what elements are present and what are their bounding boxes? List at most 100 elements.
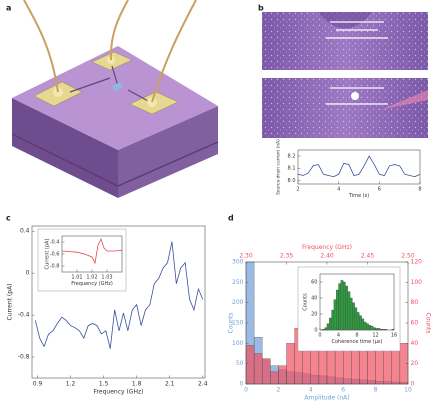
- data-line: [61, 237, 123, 265]
- histogram-bar: [347, 291, 351, 331]
- y2-axis-label: Counts: [425, 313, 432, 334]
- top-tick-label: 2.45: [361, 253, 375, 260]
- y-axis-label: Current (pA): [7, 283, 14, 320]
- histogram-bar: [363, 321, 367, 331]
- histogram-bar: [278, 365, 287, 385]
- histogram-bar: [352, 302, 355, 331]
- left-tick-label: -0.4: [50, 240, 60, 246]
- histogram-bar: [368, 325, 372, 331]
- histogram-bar: [270, 371, 279, 385]
- y-axis-label: Current (pA): [45, 239, 51, 270]
- histogram-bar: [349, 297, 353, 331]
- bottom-tick-label: 10: [404, 387, 412, 394]
- bottom-tick-label: 2.4: [198, 381, 208, 388]
- left-tick-label: 8.2: [288, 154, 296, 160]
- x2-axis-label: Frequency (GHz): [302, 244, 352, 251]
- left-tick-label: -0.8: [18, 354, 30, 361]
- left-tick-label: 250: [232, 279, 244, 286]
- histogram-bar: [338, 283, 341, 331]
- data-line: [297, 155, 421, 178]
- histogram-bar: [361, 318, 365, 331]
- x-axis-label: Frequency (GHz): [94, 388, 144, 395]
- left-tick-label: 0: [314, 328, 317, 334]
- left-tick-label: 60: [311, 280, 317, 286]
- top-tick-label: 2.40: [320, 253, 334, 260]
- left-tick-label: 0: [240, 381, 244, 388]
- histogram-bar: [245, 345, 255, 385]
- right-tick-label: 60: [411, 320, 419, 327]
- histogram-bar: [359, 315, 362, 331]
- bottom-tick-label: 1.02: [86, 275, 97, 281]
- plot-frame: [31, 225, 206, 379]
- bottom-tick-label: 2: [296, 187, 299, 193]
- right-tick-label: 0: [411, 381, 415, 388]
- top-tick-label: 2.30: [239, 253, 253, 260]
- x-axis-label: Amplitude (nA): [304, 394, 349, 401]
- panel-label: d: [228, 214, 234, 223]
- left-tick-label: -0.6: [50, 252, 60, 258]
- histogram-bar: [324, 327, 328, 331]
- left-tick-label: 200: [232, 299, 244, 306]
- left-tick-label: 8.1: [288, 166, 296, 172]
- histogram-bar: [286, 343, 295, 385]
- bottom-tick-label: 2: [276, 387, 280, 394]
- bottom-tick-label: 0: [318, 333, 321, 339]
- histogram-bar: [326, 323, 330, 331]
- histogram-bar: [336, 289, 339, 331]
- bottom-tick-label: 0: [244, 387, 248, 394]
- top-tick-label: 2.50: [401, 253, 415, 260]
- x-axis-label: Time (s): [348, 193, 369, 199]
- histogram-bar: [366, 323, 369, 331]
- histogram-bar: [333, 299, 337, 331]
- right-tick-label: 120: [411, 259, 423, 266]
- left-tick-label: 300: [232, 259, 244, 266]
- left-tick-label: 150: [232, 320, 244, 327]
- histogram-bar: [345, 285, 348, 331]
- histogram-bar: [370, 325, 374, 331]
- bottom-tick-label: 2.1: [165, 381, 175, 388]
- left-tick-label: 100: [232, 340, 244, 347]
- histogram-bar: [340, 280, 344, 331]
- bottom-tick-label: 1.2: [66, 381, 76, 388]
- bottom-tick-label: 4: [309, 387, 313, 394]
- data-line: [34, 241, 204, 349]
- histogram-bar: [373, 327, 376, 331]
- device-illustration: [11, 0, 219, 198]
- bottom-tick-label: 1.03: [101, 275, 112, 281]
- bottom-tick-label: 4: [337, 333, 340, 339]
- right-tick-label: 40: [411, 340, 419, 347]
- x-axis-label: Coherence time (µs): [332, 339, 383, 345]
- plot-frame: [297, 149, 421, 185]
- histogram-bar: [331, 309, 335, 331]
- bottom-tick-label: 0.9: [33, 381, 43, 388]
- inset-background: [37, 228, 127, 292]
- bottom-tick-label: 1.5: [99, 381, 109, 388]
- y-axis-label: Counts: [303, 293, 309, 311]
- left-tick-label: 20: [311, 312, 317, 318]
- right-tick-label: 20: [411, 360, 419, 367]
- bottom-tick-label: 1.01: [71, 275, 82, 281]
- left-tick-label: -0.8: [50, 264, 60, 270]
- histogram-bar: [354, 307, 358, 331]
- y-axis-label: Counts: [228, 313, 235, 334]
- right-tick-label: 100: [411, 279, 423, 286]
- bottom-tick-label: 12: [372, 333, 378, 339]
- panel-label: c: [6, 214, 11, 223]
- left-tick-label: 40: [311, 296, 317, 302]
- bottom-tick-label: 16: [391, 333, 397, 339]
- bottom-tick-label: 1.8: [132, 381, 142, 388]
- histogram-bar: [342, 281, 346, 331]
- bottom-tick-label: 6: [341, 387, 345, 394]
- y-axis-label: Source-drain current (nA): [276, 139, 282, 195]
- x-axis-label: Frequency (GHz): [71, 281, 113, 287]
- histogram-bar: [356, 312, 360, 331]
- right-tick-label: 80: [411, 299, 419, 306]
- histogram-bar: [262, 358, 271, 385]
- left-tick-label: 0: [26, 270, 30, 277]
- bottom-tick-label: 4: [337, 187, 340, 193]
- micrographs: [262, 12, 428, 138]
- panel-label: a: [6, 4, 11, 13]
- histogram-bar: [329, 317, 332, 331]
- left-tick-label: 0.4: [20, 228, 30, 235]
